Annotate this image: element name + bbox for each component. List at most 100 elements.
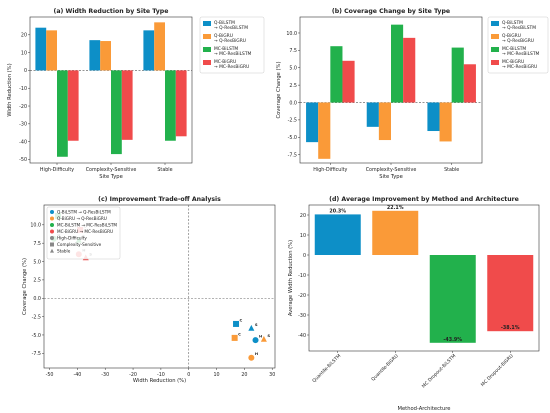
legend-swatch — [203, 60, 211, 65]
legend-swatch — [491, 21, 499, 26]
x-tick-label: High-Difficulty — [40, 167, 74, 173]
y-tick-label: -50 — [19, 157, 27, 163]
x-tick-label: Quantile-BiGRU — [370, 353, 399, 382]
data-label: 20.3% — [329, 208, 346, 214]
legend-swatch — [203, 34, 211, 39]
panel-title: (b) Coverage Change by Site Type — [332, 8, 450, 15]
legend-label: Q-BiGRU → Q-ResBiGRU — [502, 33, 534, 44]
y-tick-label: 10.0 — [30, 223, 41, 229]
legend-marker — [50, 223, 54, 227]
point-label: H — [259, 334, 262, 339]
y-tick-label: 5.0 — [289, 66, 297, 72]
bar — [57, 70, 68, 157]
y-tick-label: -7.5 — [288, 152, 297, 158]
y-tick-label: -5.0 — [32, 333, 41, 339]
legend-marker — [50, 216, 54, 221]
y-tick-label: 5.0 — [33, 259, 41, 265]
bar — [314, 214, 361, 255]
y-tick-label: -40 — [19, 139, 27, 145]
bar — [154, 22, 165, 71]
y-tick-label: -20 — [298, 293, 306, 299]
bar — [143, 30, 155, 71]
y-tick-label: 10.0 — [286, 31, 297, 37]
legend-swatch — [203, 47, 211, 52]
y-axis-label: Coverage Change (%) — [22, 258, 28, 315]
point-label: C — [238, 331, 241, 336]
plot-frame — [43, 204, 276, 369]
y-tick-label: -30 — [298, 313, 306, 319]
x-tick-label: -10 — [157, 372, 165, 378]
y-tick-label: -30 — [19, 122, 27, 128]
bar — [111, 70, 122, 155]
legend-label: MC-BiLSTM → MC-ResBiLSTM — [57, 223, 117, 228]
x-axis-label: Site Type — [99, 174, 123, 180]
x-tick-label: -30 — [101, 372, 109, 378]
plot-frame — [308, 204, 540, 352]
legend-label: Q-BiGRU → Q-ResBiGRU — [57, 216, 107, 221]
bar — [487, 255, 534, 332]
data-label: -43.9% — [443, 337, 462, 343]
point-label: S — [267, 333, 270, 338]
legend-label: Q-BiLSTM → Q-ResBiLSTM — [57, 210, 111, 215]
y-tick-label: 20 — [300, 213, 306, 219]
point-label: S — [255, 322, 258, 327]
panel-title: (c) Improvement Trade-off Analysis — [98, 196, 221, 203]
legend-label: MC-BiLSTM → MC-ResBiLSTM — [502, 46, 540, 57]
y-tick-label: 0 — [303, 253, 306, 259]
x-tick-label: 0 — [187, 372, 190, 378]
y-tick-label: 7.5 — [289, 48, 297, 54]
legend-label: Q-BiLSTM → Q-ResBiLSTM — [214, 20, 248, 31]
y-tick-label: -10 — [19, 86, 27, 92]
y-tick-label: -20 — [19, 104, 27, 110]
x-tick-label: Stable — [444, 167, 459, 173]
x-tick-label: Quantile-BiLSTM — [311, 353, 342, 384]
legend-swatch — [491, 60, 499, 65]
x-tick-label: MC Dropout-BiLSTM — [421, 353, 457, 389]
bar — [403, 37, 416, 103]
legend-label: Stable — [57, 249, 71, 254]
y-tick-label: 10 — [21, 50, 27, 56]
data-label: -38.1% — [501, 325, 520, 331]
y-tick-label: 2.5 — [33, 278, 41, 284]
y-tick-label: -10 — [298, 273, 306, 279]
bar — [451, 47, 464, 103]
y-tick-label: 0.0 — [33, 296, 41, 302]
panel-title: (a) Width Reduction by Site Type — [54, 8, 169, 15]
bar — [175, 70, 187, 137]
bar — [100, 41, 111, 71]
x-tick-label: Complexity-Sensitive — [366, 167, 417, 173]
legend-label: Complexity-Sensitive — [57, 242, 102, 247]
y-tick-label: 0.0 — [289, 100, 297, 106]
legend-swatch — [491, 34, 499, 39]
y-axis-label: Average Width Reduction (%) — [288, 240, 294, 316]
legend-swatch — [491, 47, 499, 52]
legend-marker — [50, 248, 54, 253]
scatter-point — [248, 324, 255, 331]
legend-marker — [50, 229, 54, 234]
legend-label: MC-BiGRU → MC-ResBiGRU — [57, 229, 113, 234]
bar — [439, 102, 452, 142]
bar — [67, 70, 79, 141]
point-label: C — [240, 317, 243, 322]
bar — [306, 102, 319, 143]
y-tick-label: 0 — [24, 68, 27, 74]
bar — [318, 102, 331, 159]
x-axis-label: Method-Architecture — [398, 406, 451, 412]
legend-label: Q-BiGRU → Q-ResBiGRU — [214, 33, 246, 44]
scatter-point — [233, 320, 240, 327]
legend-label: MC-BiLSTM → MC-ResBiLSTM — [214, 46, 252, 57]
x-tick-label: Complexity-Sensitive — [86, 167, 137, 173]
y-tick-label: 2.5 — [289, 83, 297, 89]
scatter-point — [231, 334, 238, 341]
bar — [427, 102, 440, 132]
bar — [366, 102, 379, 127]
bar — [463, 64, 476, 103]
bar — [89, 40, 101, 71]
bar — [330, 46, 343, 103]
bar — [372, 210, 419, 255]
x-axis-label: Width Reduction (%) — [133, 378, 186, 384]
y-tick-label: 7.5 — [33, 241, 41, 247]
y-tick-label: -2.5 — [32, 314, 41, 320]
bar — [46, 30, 57, 71]
